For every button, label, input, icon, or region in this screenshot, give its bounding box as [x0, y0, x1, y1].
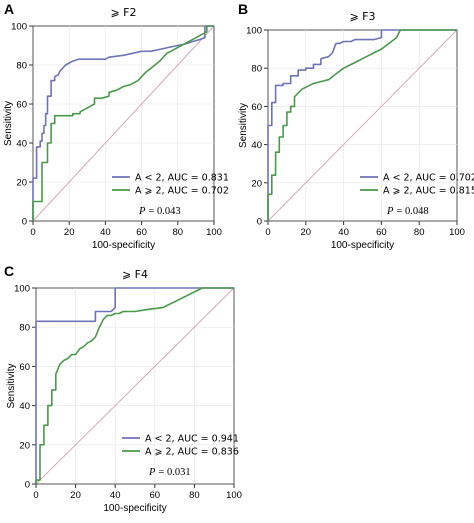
y-tick-label: 20 [251, 178, 262, 189]
panel-letter: A [4, 1, 14, 17]
x-tick-label: 60 [150, 490, 161, 501]
legend-entry: A ⩾ 2, AUC = 0.702 [135, 186, 229, 197]
chart-title: ⩾ F4 [122, 268, 148, 281]
x-axis-label: 100-specificity [103, 503, 166, 514]
panel-letter: B [238, 1, 248, 17]
x-tick-label: 60 [376, 227, 387, 238]
y-axis-label: Sensitivity [3, 101, 14, 146]
x-tick-label: 60 [136, 227, 147, 238]
x-tick-label: 20 [70, 490, 81, 501]
reference-diagonal [267, 29, 458, 222]
y-tick-label: 60 [19, 362, 30, 373]
y-tick-label: 0 [25, 480, 30, 491]
reference-diagonal [32, 25, 215, 222]
y-tick-label: 20 [19, 440, 30, 451]
reference-diagonal [35, 287, 235, 485]
y-axis-label: Sensitivity [6, 363, 17, 408]
p-value-annotation: P = 0.048 [386, 206, 429, 217]
x-tick-label: 100 [206, 227, 222, 238]
roc-curve-series-2 [32, 25, 214, 221]
p-value-text: = 0.031 [158, 467, 190, 478]
roc-panel-b: B ⩾ F3 0 20 40 60 80 100 0 20 40 60 80 100 100-specifi… [238, 1, 474, 251]
x-tick-label: 40 [338, 227, 349, 238]
roc-curve-series-1 [267, 29, 457, 221]
y-tick-label: 40 [251, 140, 262, 151]
y-tick-label: 60 [16, 100, 27, 111]
x-axis-label: 100-specificity [92, 240, 155, 251]
roc-curve-series-2 [35, 287, 234, 484]
legend-entry: A < 2, AUC = 0.831 [135, 173, 229, 184]
p-value-annotation: P = 0.031 [148, 467, 191, 478]
y-tick-label: 20 [16, 178, 27, 189]
y-tick-label: 0 [22, 217, 27, 228]
x-axis-label: 100-specificity [331, 240, 394, 251]
y-tick-label: 100 [14, 284, 30, 295]
chart-title: ⩾ F2 [110, 6, 136, 19]
y-tick-label: 100 [246, 26, 262, 37]
y-tick-label: 100 [11, 22, 27, 33]
x-tick-label: 40 [110, 490, 121, 501]
legend-entry: A ⩾ 2, AUC = 0.836 [145, 447, 239, 458]
x-tick-label: 0 [33, 490, 38, 501]
x-tick-label: 100 [226, 490, 242, 501]
p-value-symbol: P [386, 206, 394, 217]
roc-curve-series-1 [35, 287, 234, 484]
roc-curve-series-1 [32, 25, 214, 221]
legend-entry: A < 2, AUC = 0.702 [383, 173, 474, 184]
roc-curve-series-2 [267, 29, 457, 221]
panel-letter: C [4, 263, 14, 279]
y-tick-label: 80 [16, 61, 27, 72]
p-value-annotation: P = 0.043 [138, 206, 181, 217]
roc-panel-c: C ⩾ F4 0 20 40 60 80 100 0 20 40 60 80 100 100-specifi… [4, 263, 242, 514]
y-tick-label: 80 [251, 64, 262, 75]
x-tick-label: 0 [265, 227, 270, 238]
x-tick-label: 100 [449, 227, 465, 238]
legend-entry: A < 2, AUC = 0.941 [145, 434, 239, 445]
y-tick-label: 40 [16, 139, 27, 150]
y-tick-label: 40 [19, 401, 30, 412]
y-tick-label: 0 [257, 217, 262, 228]
x-tick-label: 80 [414, 227, 425, 238]
y-tick-label: 60 [251, 102, 262, 113]
x-tick-label: 80 [173, 227, 184, 238]
p-value-symbol: P [138, 206, 146, 217]
legend-entry: A ⩾ 2, AUC = 0.815 [383, 186, 474, 197]
y-tick-label: 80 [19, 323, 30, 334]
p-value-text: = 0.043 [148, 206, 180, 217]
p-value-symbol: P [148, 467, 156, 478]
y-axis-label: Sensitivity [238, 103, 249, 148]
roc-panel-a: A ⩾ F2 0 20 40 60 80 100 0 20 40 60 80 100 100-specifi… [3, 1, 229, 251]
x-tick-label: 0 [30, 227, 35, 238]
x-tick-label: 80 [189, 490, 200, 501]
p-value-text: = 0.048 [396, 206, 428, 217]
chart-title: ⩾ F3 [349, 10, 375, 23]
x-tick-label: 20 [64, 227, 75, 238]
x-tick-label: 20 [301, 227, 312, 238]
x-tick-label: 40 [100, 227, 111, 238]
